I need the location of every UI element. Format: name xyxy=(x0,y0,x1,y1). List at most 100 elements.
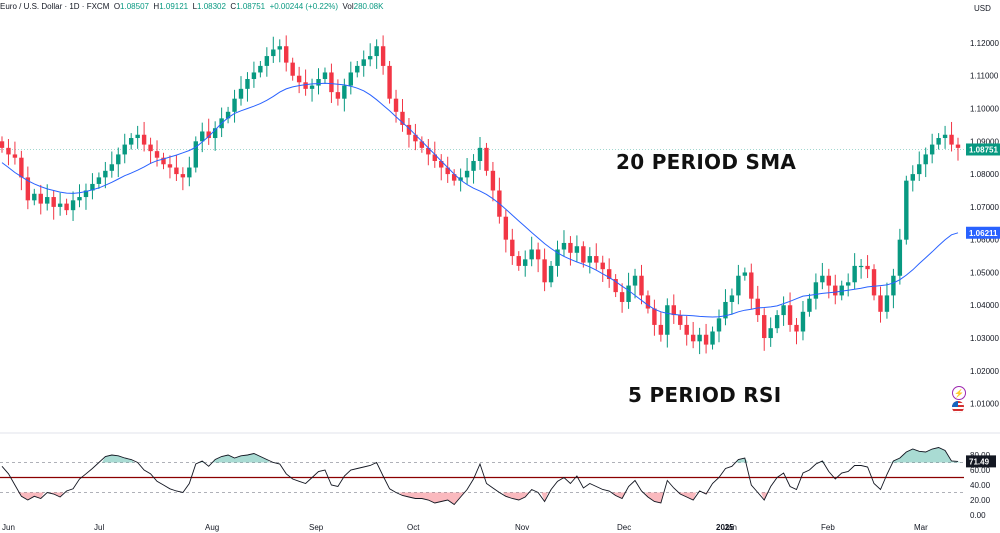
sma-line-group xyxy=(1,82,959,318)
rsi-oversold-fill xyxy=(612,492,626,499)
candle-body xyxy=(658,324,664,335)
candle-body xyxy=(103,170,108,178)
candle-body xyxy=(122,144,127,155)
candle-body xyxy=(271,49,276,57)
candle-body xyxy=(167,164,173,168)
candle-body xyxy=(471,160,476,171)
time-tick-label: Mar xyxy=(914,523,928,532)
candle-body xyxy=(523,259,528,266)
price-tick-label: 1.04000 xyxy=(970,301,999,310)
candle-body xyxy=(380,46,386,66)
rsi-tick-label: 0.00 xyxy=(970,511,986,520)
grid-lines xyxy=(0,149,1000,434)
candle-body xyxy=(200,131,205,142)
rsi-value-tag xyxy=(966,455,996,468)
candle-body xyxy=(264,56,270,66)
close-value: 1.08751 xyxy=(236,2,266,11)
candle-body xyxy=(897,239,903,276)
candle-body xyxy=(25,177,31,201)
candle-body xyxy=(322,72,328,80)
candle-body xyxy=(858,265,864,268)
candle-body xyxy=(329,72,334,93)
low-value: 1.08302 xyxy=(197,2,226,11)
candle-body xyxy=(258,65,263,73)
candle-body xyxy=(529,249,534,260)
candle-body xyxy=(645,295,651,309)
candle-body xyxy=(891,275,896,296)
candle-body xyxy=(70,200,76,211)
candle-body xyxy=(439,160,444,168)
candle-body xyxy=(768,328,773,339)
candle-body xyxy=(781,305,786,316)
candle-body xyxy=(729,295,735,302)
high-label: H xyxy=(153,2,160,11)
candle-body xyxy=(910,174,915,181)
candle-body xyxy=(90,183,95,191)
candle-body xyxy=(929,144,935,155)
candle-body xyxy=(193,141,198,168)
candle-body xyxy=(464,170,470,178)
time-tick-label: Jan xyxy=(724,523,737,532)
candle-body xyxy=(581,246,586,263)
candle-body xyxy=(671,305,676,316)
candle-body xyxy=(180,174,186,178)
low-label: L xyxy=(192,2,198,11)
sma-line xyxy=(1,82,959,318)
volume-label: Vol xyxy=(342,2,354,11)
candle-body xyxy=(639,275,644,296)
rsi-tick-label: 20.00 xyxy=(970,496,991,505)
rsi-overbought-fill xyxy=(211,453,271,463)
price-tick-label: 1.08000 xyxy=(970,170,999,179)
us-flag-icon[interactable] xyxy=(952,401,964,413)
candle-body xyxy=(548,265,554,283)
high-value: 1.09121 xyxy=(159,2,189,11)
candle-body xyxy=(820,275,825,283)
candle-body xyxy=(742,272,748,276)
lightning-icon[interactable]: ⚡ xyxy=(952,386,966,400)
rsi-line xyxy=(1,447,959,506)
candle-body xyxy=(355,65,360,73)
candle-body xyxy=(723,301,728,319)
candle-body xyxy=(936,138,941,145)
candle-body xyxy=(432,154,437,161)
time-tick-label: Oct xyxy=(407,523,420,532)
candle-body xyxy=(161,157,166,165)
candle-body xyxy=(426,147,431,155)
candle-body xyxy=(225,111,231,119)
candle-body xyxy=(387,65,392,99)
rsi-overbought-fill xyxy=(102,455,135,463)
candle-body xyxy=(800,311,806,332)
candle-body xyxy=(839,285,844,296)
rsi-oversold-fill xyxy=(541,492,548,502)
candle-body xyxy=(148,144,153,152)
candle-body xyxy=(141,134,147,145)
candle-body xyxy=(393,98,399,112)
candle-body xyxy=(109,164,115,171)
candle-body xyxy=(290,62,295,76)
candle-body xyxy=(32,193,37,201)
rsi-annotation: 5 PERIOD RSI xyxy=(628,383,782,407)
candle-body xyxy=(490,170,496,191)
candle-body xyxy=(678,315,683,325)
candle-body xyxy=(212,128,218,139)
price-tick-label: 1.11000 xyxy=(970,72,999,81)
candle-body xyxy=(64,203,69,211)
candle-body xyxy=(77,197,82,201)
time-tick-label: Nov xyxy=(515,523,529,532)
rsi-value-label: 71.49 xyxy=(969,457,990,466)
candle-body xyxy=(96,177,102,184)
time-tick-label: Aug xyxy=(205,523,219,532)
open-value: 1.08507 xyxy=(120,2,149,11)
candle-body xyxy=(917,164,922,175)
candle-body xyxy=(38,193,43,204)
candle-body xyxy=(303,82,308,89)
candle-body xyxy=(697,334,702,342)
candle-body xyxy=(690,334,696,342)
candle-body xyxy=(632,275,638,286)
candle-body xyxy=(845,282,851,286)
candle-body xyxy=(296,75,302,83)
currency-label: USD xyxy=(974,4,991,13)
volume-value: 280.08K xyxy=(353,2,384,11)
